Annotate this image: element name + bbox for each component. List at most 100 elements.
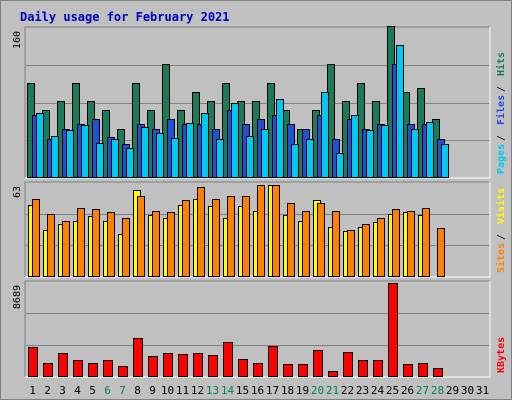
bar-sites-day-23 — [362, 224, 370, 277]
bar-sites-day-11 — [182, 200, 190, 277]
bar-sites-day-20 — [317, 203, 325, 277]
legend-pages: Pages — [496, 144, 507, 174]
bar-kbytes-day-26 — [403, 364, 413, 377]
panel-top: 160 Pages / Files / Hits — [12, 26, 507, 179]
bar-sites-day-27 — [422, 208, 430, 277]
bar-kbytes-day-4 — [73, 360, 83, 377]
series-pages — [36, 45, 449, 178]
bar-sites-day-17 — [272, 185, 280, 277]
x-axis: 1 2 3 4 5 6 7 8 9 10 11 12 13 14 15 16 17 18 19 20 21 22 23 24 2… — [29, 384, 489, 397]
bar-kbytes-day-3 — [58, 353, 68, 377]
bar-kbytes-day-2 — [43, 363, 53, 377]
bar-sites-day-15 — [242, 196, 250, 277]
bar-kbytes-day-7 — [118, 366, 128, 377]
x-tick-label: 2 — [44, 384, 51, 397]
bar-kbytes-day-14 — [223, 342, 233, 377]
bar-kbytes-day-1 — [28, 347, 38, 377]
bar-sites-day-4 — [77, 208, 85, 277]
x-tick-label: 9 — [149, 384, 156, 397]
bar-sites-day-13 — [212, 199, 220, 277]
bar-kbytes-day-19 — [298, 364, 308, 377]
x-tick-label: 7 — [119, 384, 126, 397]
bar-kbytes-day-17 — [268, 346, 278, 377]
x-tick-label: 20 — [311, 384, 324, 397]
bar-sites-day-10 — [167, 212, 175, 277]
bar-sites-day-18 — [287, 203, 295, 277]
bar-kbytes-day-23 — [358, 360, 368, 377]
panel-middle: 63 Sites / Visits — [12, 181, 507, 278]
x-tick-label: 11 — [176, 384, 189, 397]
bar-pages-day-27 — [426, 122, 434, 178]
bar-kbytes-day-16 — [253, 363, 263, 377]
bar-pages-day-8 — [141, 127, 149, 178]
bar-kbytes-day-11 — [178, 354, 188, 377]
bar-kbytes-day-10 — [163, 353, 173, 377]
bar-pages-day-13 — [216, 139, 224, 178]
chart-panels: 160 Pages / Files / Hits 63 Sites / Visits 8… — [12, 26, 507, 378]
bar-pages-day-3 — [66, 130, 74, 178]
bar-pages-day-12 — [201, 113, 209, 178]
series-sites — [32, 185, 445, 277]
bar-sites-day-6 — [107, 212, 115, 277]
x-tick-label: 16 — [251, 384, 264, 397]
bar-kbytes-day-28 — [433, 368, 443, 377]
legend-separator: / — [496, 135, 507, 141]
bar-pages-day-1 — [36, 113, 44, 178]
panel-border-shadow — [24, 181, 490, 277]
legend-separator: / — [496, 234, 507, 240]
x-tick-label: 12 — [191, 384, 204, 397]
bar-pages-day-26 — [411, 129, 419, 178]
panel-max-label: 63 — [12, 186, 23, 198]
bar-pages-day-16 — [261, 129, 269, 178]
x-tick-label: 29 — [446, 384, 459, 397]
bar-kbytes-day-8 — [133, 338, 143, 377]
bar-kbytes-day-6 — [103, 360, 113, 377]
x-tick-label: 18 — [281, 384, 294, 397]
legend-separator: / — [496, 86, 507, 92]
x-tick-label: 8 — [134, 384, 141, 397]
bar-pages-day-4 — [81, 125, 89, 178]
bar-sites-day-19 — [302, 211, 310, 277]
bar-pages-day-5 — [96, 143, 104, 178]
x-tick-label: 31 — [476, 384, 489, 397]
panel-bottom: 8689 KBytes — [12, 280, 507, 378]
bar-pages-day-9 — [156, 133, 164, 178]
bar-pages-day-10 — [171, 138, 179, 178]
x-tick-label: 15 — [236, 384, 249, 397]
x-tick-label: 4 — [74, 384, 81, 397]
bar-kbytes-day-21 — [328, 371, 338, 377]
legend-sites: Sites — [495, 243, 507, 273]
bar-kbytes-day-9 — [148, 356, 158, 377]
x-tick-label: 17 — [266, 384, 279, 397]
bar-pages-day-15 — [246, 136, 254, 178]
legend-files: Files — [495, 95, 507, 125]
bar-pages-day-21 — [336, 153, 344, 178]
bar-pages-day-11 — [186, 123, 194, 178]
panel-max-label: 160 — [12, 31, 23, 49]
bar-sites-day-3 — [62, 221, 70, 277]
x-tick-label: 1 — [29, 384, 36, 397]
x-tick-label: 23 — [356, 384, 369, 397]
panel-border-shadow — [24, 280, 490, 377]
bar-pages-day-22 — [351, 115, 359, 178]
panel-background — [25, 281, 490, 377]
bar-pages-day-7 — [126, 148, 134, 178]
bar-pages-day-28 — [441, 144, 449, 178]
x-tick-label: 14 — [221, 384, 235, 397]
bar-kbytes-day-22 — [343, 352, 353, 377]
x-tick-label: 10 — [161, 384, 174, 397]
bar-pages-day-25 — [396, 45, 404, 178]
bar-sites-day-2 — [47, 214, 55, 277]
bar-sites-day-22 — [347, 230, 355, 277]
series-kbytes — [28, 283, 443, 377]
bar-sites-day-7 — [122, 218, 130, 277]
legend-kbytes: KBytes — [496, 337, 507, 373]
bar-kbytes-day-15 — [238, 359, 248, 377]
series-hits — [27, 26, 440, 178]
legend-hits: Hits — [495, 52, 507, 76]
bar-sites-day-1 — [32, 199, 40, 277]
x-tick-label: 27 — [416, 384, 429, 397]
x-tick-label: 6 — [104, 384, 111, 397]
bar-kbytes-day-5 — [88, 363, 98, 377]
